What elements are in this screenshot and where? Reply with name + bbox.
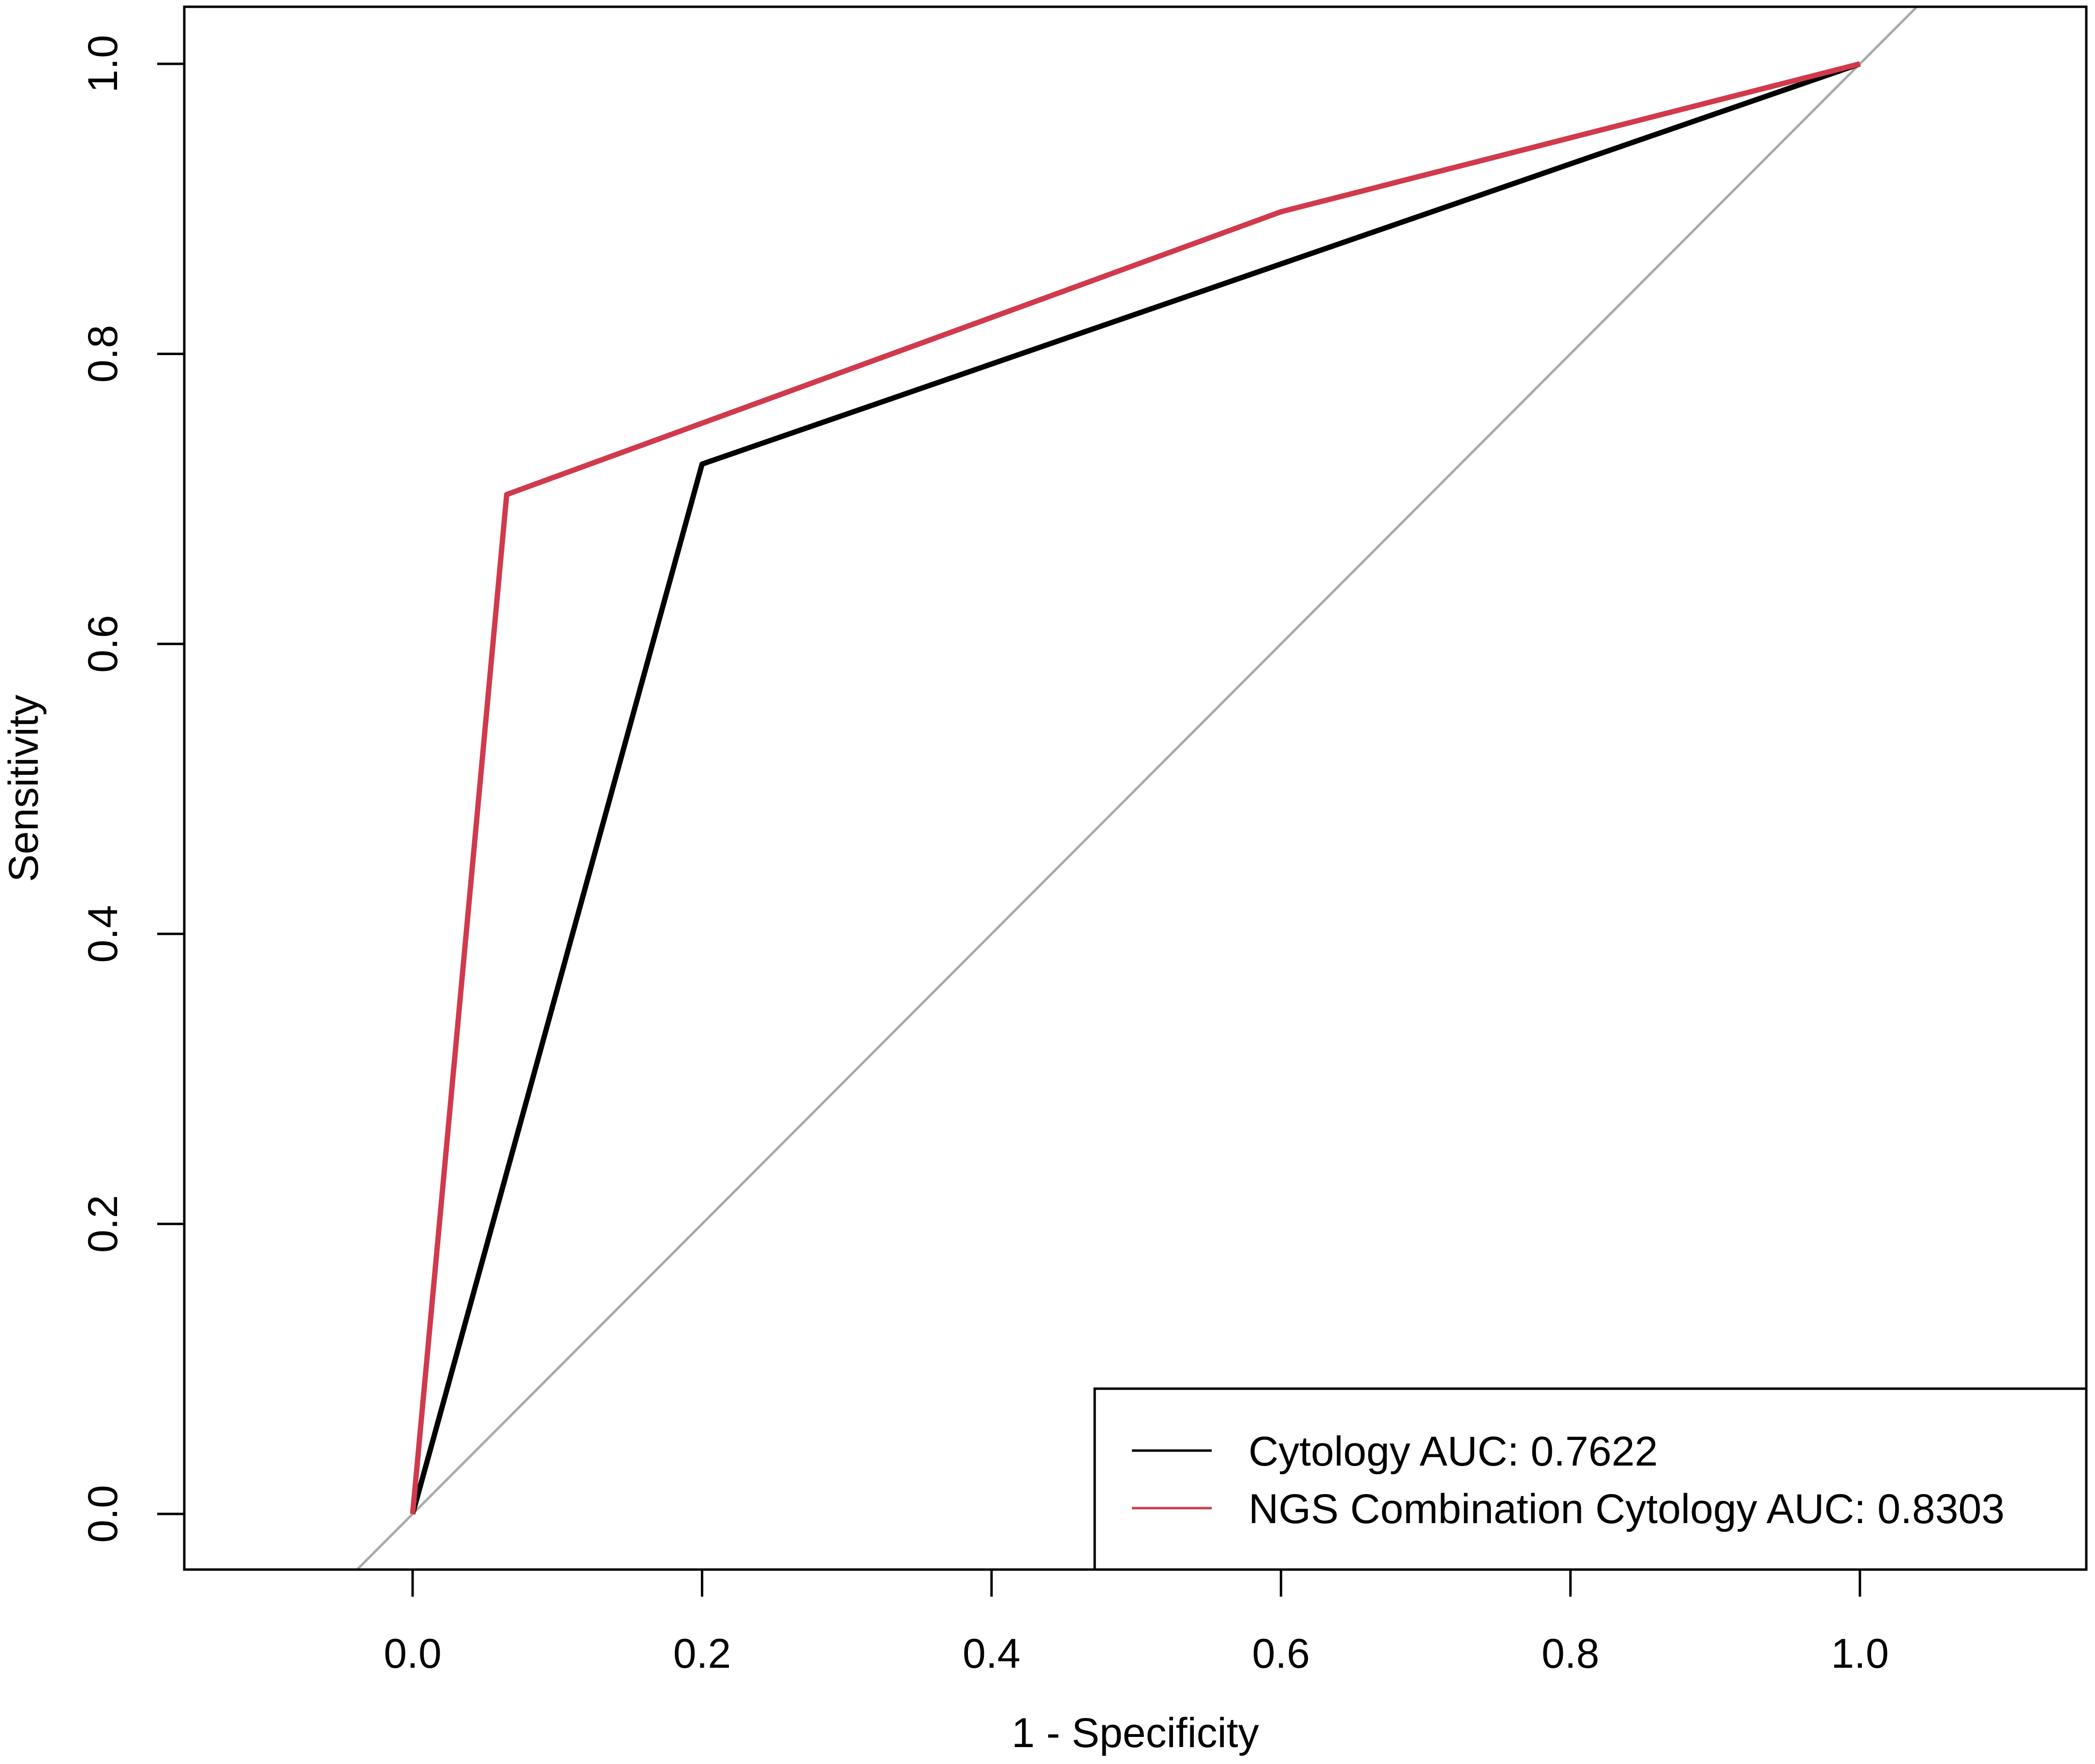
y-tick-label: 0.4 <box>80 905 126 963</box>
legend-label-ngs-combination: NGS Combination Cytology AUC: 0.8303 <box>1248 1486 2005 1532</box>
legend-box <box>1093 1387 2088 1571</box>
x-tick-label: 0.4 <box>963 1631 1021 1677</box>
y-tick-label: 0.8 <box>80 325 126 383</box>
y-axis: 0.0 0.2 0.4 0.6 0.8 1.0 <box>80 35 186 1543</box>
y-tick-label: 0.0 <box>80 1485 126 1543</box>
plot-content <box>355 7 1919 1570</box>
legend-label-cytology: Cytology AUC: 0.7622 <box>1248 1428 1658 1475</box>
x-tick-label: 0.2 <box>673 1631 731 1677</box>
y-tick-label: 0.6 <box>80 615 126 673</box>
series-line-cytology <box>410 61 1861 1515</box>
x-tick-label: 0.8 <box>1542 1631 1600 1677</box>
legend: Cytology AUC: 0.7622 NGS Combination Cyt… <box>1093 1387 2088 1571</box>
x-tick-label: 0.6 <box>1252 1631 1310 1677</box>
series-line-ngs-combination <box>410 61 1861 1514</box>
x-axis: 0.0 0.2 0.4 0.6 0.8 1.0 <box>384 1568 1889 1677</box>
y-tick-label: 0.2 <box>80 1195 126 1253</box>
series-layer <box>410 61 1861 1515</box>
x-tick-label: 0.0 <box>384 1631 442 1677</box>
reference-diagonal-line <box>355 7 1919 1570</box>
x-tick-label: 1.0 <box>1831 1631 1889 1677</box>
y-axis-title: Sensitivity <box>0 695 47 882</box>
y-tick-label: 1.0 <box>80 35 126 93</box>
x-axis-title: 1 - Specificity <box>1011 1710 1259 1756</box>
